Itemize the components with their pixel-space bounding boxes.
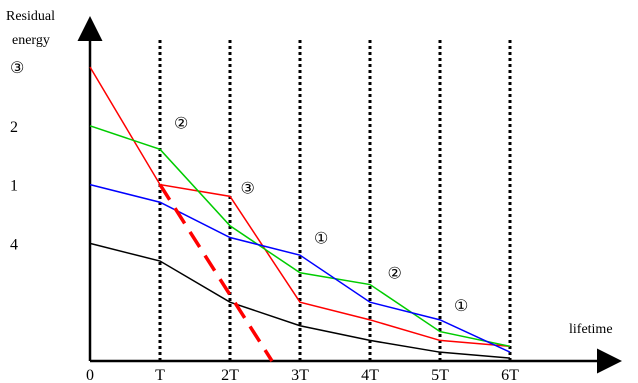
y-tick-label-0: ③ <box>10 60 24 77</box>
y-tick-label-1: 2 <box>10 119 18 136</box>
x-tick-label-2: 2T <box>221 367 239 383</box>
y-axis-title-line-2: energy <box>12 33 50 48</box>
y-axis-title-line-1: Residual <box>6 9 55 24</box>
x-tick-label-0: 0 <box>86 367 94 383</box>
x-tick-label-6: 6T <box>501 367 519 383</box>
series-group <box>89 66 511 362</box>
y-tick-label-3: 4 <box>10 236 18 253</box>
series-line-3 <box>89 242 511 359</box>
x-tick-label-4: 4T <box>361 367 379 383</box>
annotation-label-0: ② <box>174 116 188 133</box>
annotation-label-4: ① <box>454 298 468 315</box>
series-line-2 <box>89 183 511 353</box>
x-tick-label-5: 5T <box>431 367 449 383</box>
annotation-label-1: ③ <box>241 180 255 197</box>
series-line-1 <box>89 125 511 348</box>
y-tick-label-2: 1 <box>10 178 18 195</box>
tick-labels: 0 T 2T 3T 4T 5T 6T ③ 2 1 4 <box>10 60 519 383</box>
annotation-label-3: ② <box>388 266 402 283</box>
annotations: ② ③ ① ② ① <box>174 116 468 315</box>
annotation-label-2: ① <box>314 230 328 247</box>
dashed-series-line <box>158 183 274 362</box>
x-tick-label-1: T <box>155 367 165 383</box>
x-axis-title: lifetime <box>569 322 613 337</box>
x-tick-label-3: 3T <box>291 367 309 383</box>
